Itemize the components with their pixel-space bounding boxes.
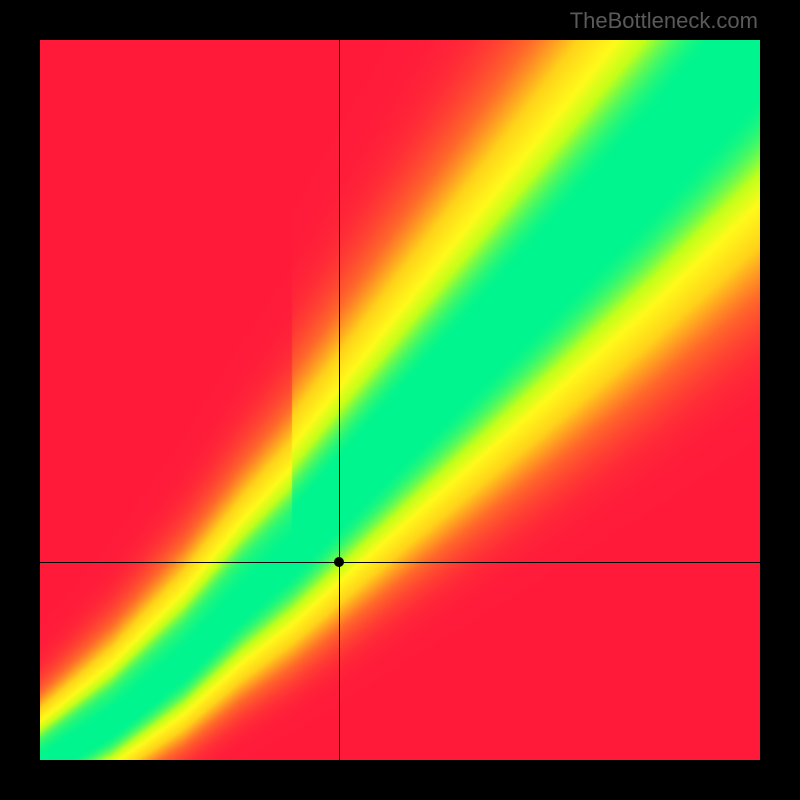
chart-container: TheBottleneck.com	[0, 0, 800, 800]
watermark-text: TheBottleneck.com	[570, 8, 758, 34]
crosshair-vertical	[339, 40, 340, 760]
heatmap-canvas	[40, 40, 760, 760]
crosshair-horizontal	[40, 562, 760, 563]
plot-area	[40, 40, 760, 760]
crosshair-marker	[334, 557, 344, 567]
